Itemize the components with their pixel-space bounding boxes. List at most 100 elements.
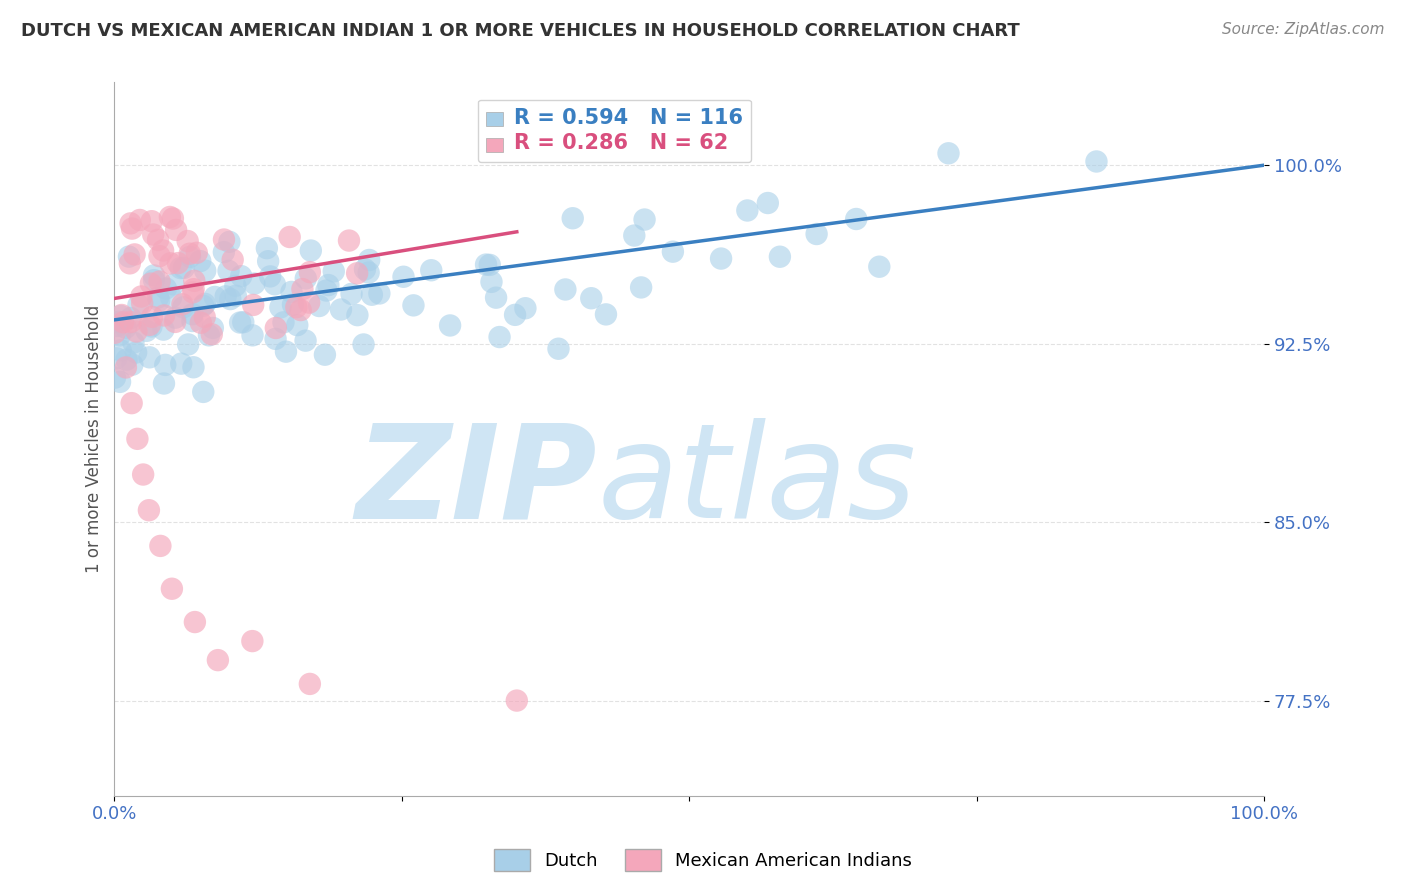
Point <box>108 328 131 343</box>
Point <box>315 284 337 298</box>
Point <box>162 277 184 292</box>
Point <box>354 262 377 277</box>
Point <box>194 263 217 277</box>
Point <box>125 325 148 339</box>
Point <box>193 384 215 399</box>
Point <box>240 634 263 648</box>
Point <box>259 269 281 284</box>
Point <box>160 290 183 304</box>
Point <box>232 315 254 329</box>
Point <box>120 311 142 326</box>
Point <box>142 227 165 242</box>
Point <box>623 228 645 243</box>
Point <box>845 212 868 227</box>
Point <box>146 233 169 247</box>
Point <box>561 211 583 226</box>
Point <box>121 221 143 235</box>
Point <box>515 301 537 316</box>
Point <box>167 256 190 270</box>
Point <box>225 289 247 303</box>
Point <box>122 335 145 350</box>
Point <box>503 308 526 322</box>
Point <box>224 278 246 293</box>
Point <box>152 323 174 337</box>
Point <box>141 319 163 334</box>
Point <box>121 396 143 410</box>
Point <box>264 332 287 346</box>
Point <box>439 318 461 333</box>
Point <box>402 298 425 312</box>
Point <box>290 303 312 318</box>
Point <box>359 252 381 267</box>
Point <box>176 234 198 248</box>
Point <box>191 299 214 313</box>
Point <box>285 318 308 332</box>
Point <box>165 223 187 237</box>
Point <box>131 296 153 310</box>
Point <box>149 539 172 553</box>
Point <box>218 264 240 278</box>
Point <box>148 293 170 308</box>
Point <box>184 615 207 629</box>
Point <box>357 266 380 280</box>
Point <box>392 269 415 284</box>
Point <box>274 344 297 359</box>
Point <box>141 214 163 228</box>
Point <box>201 327 224 342</box>
Point <box>105 351 128 366</box>
Point <box>737 203 759 218</box>
Legend: Dutch, Mexican American Indians: Dutch, Mexican American Indians <box>486 842 920 879</box>
Point <box>229 316 252 330</box>
Point <box>595 307 617 321</box>
Point <box>108 375 131 389</box>
Point <box>361 287 384 301</box>
Point <box>630 280 652 294</box>
Point <box>165 315 187 329</box>
Point <box>298 295 321 310</box>
Point <box>212 245 235 260</box>
Point <box>170 357 193 371</box>
Point <box>124 247 146 261</box>
Point <box>330 302 353 317</box>
Point <box>368 286 391 301</box>
Point <box>155 358 177 372</box>
Point <box>322 264 344 278</box>
Point <box>257 254 280 268</box>
Point <box>298 265 321 279</box>
Point <box>120 315 142 329</box>
Point <box>481 275 503 289</box>
Point <box>107 318 129 333</box>
Point <box>112 315 135 329</box>
Point <box>769 250 792 264</box>
Point <box>159 210 181 224</box>
Y-axis label: 1 or more Vehicles in Household: 1 or more Vehicles in Household <box>86 305 103 573</box>
Point <box>212 233 235 247</box>
Point <box>868 260 890 274</box>
Point <box>135 324 157 338</box>
Point <box>110 343 132 358</box>
Point <box>183 360 205 375</box>
Point <box>183 274 205 288</box>
Point <box>181 314 204 328</box>
Point <box>547 342 569 356</box>
Point <box>114 321 136 335</box>
Point <box>478 258 501 272</box>
Point <box>221 252 243 267</box>
Point <box>160 582 183 596</box>
Point <box>294 271 316 285</box>
Point <box>475 258 498 272</box>
Point <box>256 241 278 255</box>
Text: DUTCH VS MEXICAN AMERICAN INDIAN 1 OR MORE VEHICLES IN HOUSEHOLD CORRELATION CHA: DUTCH VS MEXICAN AMERICAN INDIAN 1 OR MO… <box>21 22 1019 40</box>
Text: ZIP: ZIP <box>356 418 598 545</box>
Point <box>169 261 191 276</box>
Point <box>281 297 304 311</box>
Point <box>128 213 150 227</box>
Point <box>118 256 141 270</box>
Point <box>215 289 238 303</box>
Point <box>179 250 201 264</box>
Point <box>581 291 603 305</box>
Point <box>177 337 200 351</box>
Point <box>148 249 170 263</box>
Point <box>115 360 138 375</box>
Point <box>146 290 169 304</box>
